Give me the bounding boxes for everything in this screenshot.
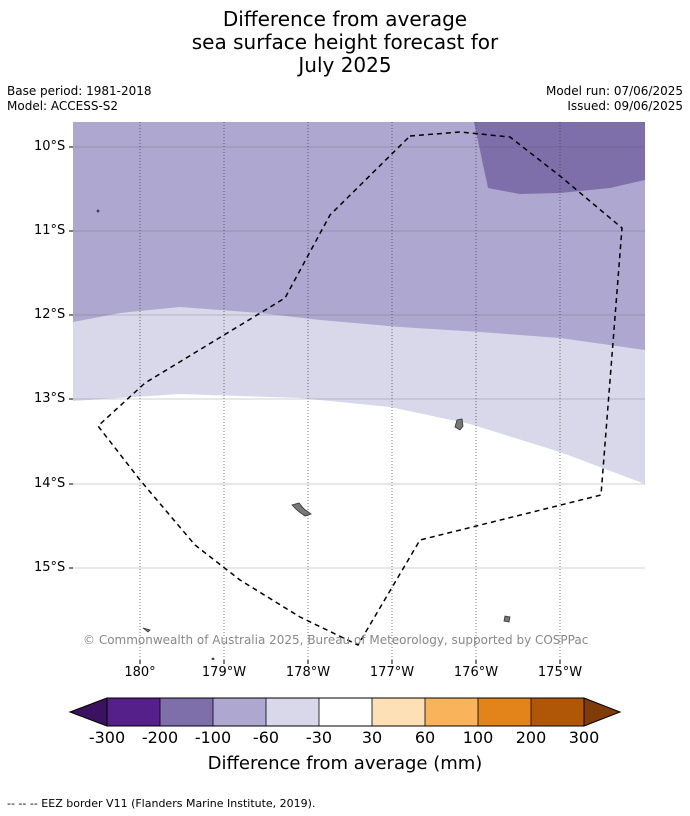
- lat-label-10s: 10°S: [34, 139, 66, 154]
- colorbar-tick: -60: [252, 728, 280, 747]
- lat-ticks: [69, 146, 73, 569]
- lat-label-12s: 12°S: [34, 307, 66, 322]
- model-name: Model: ACCESS-S2: [7, 99, 119, 113]
- base-period: Base period: 1981-2018: [7, 84, 152, 98]
- latitude-gridlines: [73, 146, 645, 569]
- lon-label-176w: 176°W: [453, 665, 499, 680]
- meta-right: Model run: 07/06/2025 Issued: 09/06/2025: [546, 84, 683, 114]
- colorbar-tick: 200: [515, 728, 547, 747]
- lon-label-175w: 175°W: [537, 665, 583, 680]
- colorbar-tick: -300: [88, 728, 126, 747]
- copyright-notice: © Commonwealth of Australia 2025, Bureau…: [83, 633, 589, 647]
- colorbar-bin-1: [107, 698, 160, 726]
- colorbar-bin-6: [372, 698, 425, 726]
- colorbar-tick: -200: [141, 728, 179, 747]
- colorbar-tick: 300: [568, 728, 600, 747]
- colorbar-bin-7: [425, 698, 478, 726]
- island-5: [96, 209, 100, 213]
- lon-ticks: [139, 660, 561, 664]
- colorbar: [68, 697, 622, 727]
- lat-label-14s: 14°S: [34, 476, 66, 491]
- lat-label-15s: 15°S: [34, 560, 66, 575]
- eez-border: [96, 131, 623, 646]
- lon-label-178w: 178°W: [285, 665, 331, 680]
- meta-left: Base period: 1981-2018 Model: ACCESS-S2: [7, 84, 152, 114]
- colorbar-tick: -30: [305, 728, 333, 747]
- title-line-2: sea surface height forecast for: [191, 30, 499, 54]
- model-run: Model run: 07/06/2025: [545, 84, 683, 98]
- title-line-1: Difference from average: [222, 7, 468, 31]
- colorbar-bin-9: [531, 698, 584, 726]
- island-3: [503, 615, 511, 623]
- colorbar-bin-8: [478, 698, 531, 726]
- island-4: [142, 627, 151, 633]
- eez-footnote: -- -- -- EEZ border V11 (Flanders Marine…: [7, 797, 316, 810]
- title-line-3: July 2025: [298, 53, 392, 77]
- colorbar-tick: 100: [462, 728, 494, 747]
- colorbar-bin-5: [319, 698, 372, 726]
- island-6: [211, 657, 215, 660]
- colorbar-frame: [106, 697, 585, 727]
- colorbar-tick: 30: [361, 728, 383, 747]
- lon-label-179w: 179°W: [201, 665, 247, 680]
- colorbar-extend-high: [583, 697, 622, 727]
- islands: [96, 209, 511, 660]
- island-1: [454, 418, 464, 431]
- colorbar-bin-3: [213, 698, 266, 726]
- lon-label-180: 180°: [124, 665, 156, 680]
- colorbar-tick: 60: [414, 728, 436, 747]
- lat-label-11s: 11°S: [34, 223, 66, 238]
- map-title: Difference from average sea surface heig…: [0, 8, 690, 77]
- colorbar-extend-low: [68, 697, 108, 727]
- colorbar-tick: -100: [194, 728, 232, 747]
- issued-date: Issued: 09/06/2025: [567, 99, 683, 113]
- colorbar-dividers: [159, 698, 532, 726]
- lon-label-177w: 177°W: [369, 665, 415, 680]
- map-area: [73, 122, 645, 660]
- anomaly-band-minus-100-to-200: [474, 122, 645, 194]
- colorbar-title: Difference from average (mm): [207, 753, 483, 774]
- lat-label-13s: 13°S: [34, 391, 66, 406]
- colorbar-bin-2: [160, 698, 213, 726]
- colorbar-bin-4: [266, 698, 319, 726]
- island-2: [291, 502, 312, 517]
